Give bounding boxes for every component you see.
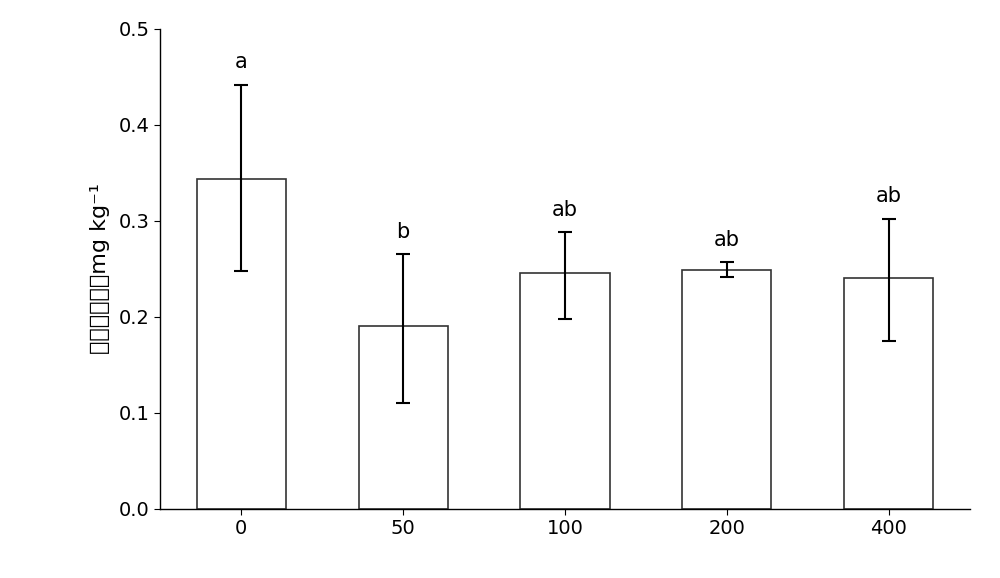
Y-axis label: 籽粒中镜含量mg kg⁻¹: 籽粒中镜含量mg kg⁻¹: [90, 183, 110, 354]
Text: ab: ab: [714, 229, 740, 250]
Bar: [844, 279, 933, 509]
Bar: [197, 179, 286, 509]
Bar: [520, 273, 610, 509]
Text: ab: ab: [876, 186, 902, 206]
Text: ab: ab: [552, 200, 578, 220]
Bar: [359, 327, 448, 509]
Text: b: b: [397, 222, 410, 242]
Text: a: a: [235, 52, 248, 72]
Bar: [682, 270, 771, 509]
